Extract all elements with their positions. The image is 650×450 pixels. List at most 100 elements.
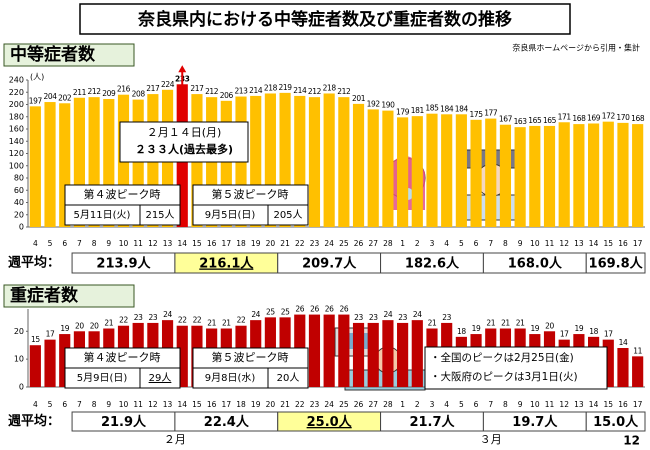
x-tick-label: 25 [339, 400, 349, 409]
weekly-average-value: 182.6人 [405, 256, 460, 272]
weekly-average-value: 169.8人 [589, 256, 644, 272]
bar [573, 124, 585, 227]
note: ・全国のピークは2月25日(金) [430, 351, 574, 364]
data-label: 202 [58, 93, 72, 102]
bar [44, 339, 56, 387]
bar [176, 325, 188, 387]
bar [602, 121, 614, 227]
y-tick-label: 20 [14, 327, 24, 336]
weekly-average-value: 168.0人 [508, 256, 563, 272]
x-tick-label: 19 [251, 239, 261, 248]
x-tick-label: 9 [106, 400, 111, 409]
x-tick-label: 3 [430, 400, 435, 409]
x-tick-label: 5 [48, 239, 53, 248]
x-tick-label: 8 [92, 239, 97, 248]
x-tick-label: 7 [77, 239, 82, 248]
bar [352, 322, 365, 387]
data-label: 219 [279, 83, 293, 92]
data-label: 24 [384, 310, 393, 319]
x-tick-label: 12 [148, 239, 158, 248]
x-tick-label: 2 [415, 400, 420, 409]
data-label: 22 [193, 316, 202, 325]
x-tick-label: 1 [400, 239, 405, 248]
bar [632, 356, 644, 387]
x-tick-label: 16 [207, 239, 217, 248]
data-label: 14 [619, 338, 628, 347]
bar [264, 93, 276, 227]
x-tick-label: 1 [400, 400, 405, 409]
data-label: 206 [220, 91, 234, 100]
data-label: 214 [249, 86, 263, 95]
weekly-average-label: 週平均： [8, 413, 60, 429]
bar [132, 99, 144, 227]
x-tick-label: 18 [236, 400, 246, 409]
x-tick-label: 4 [444, 400, 449, 409]
peak-box-title: 第５波ピーク時 [212, 187, 289, 201]
bar [426, 113, 438, 227]
data-label: 197 [29, 96, 43, 105]
data-label: 21 [486, 319, 495, 328]
x-tick-label: 14 [589, 239, 599, 248]
bar [543, 125, 556, 227]
weekly-average-value: 21.9人 [101, 414, 147, 430]
section-header: 重症者数 [10, 285, 79, 306]
x-tick-label: 17 [633, 239, 643, 248]
x-tick-label: 8 [92, 400, 97, 409]
data-label: 212 [308, 87, 322, 96]
data-label: 25 [266, 307, 275, 316]
x-tick-label: 10 [530, 239, 540, 248]
callout-box [119, 121, 249, 163]
data-label: 23 [398, 313, 407, 322]
x-tick-label: 25 [339, 239, 349, 248]
bar [382, 110, 394, 227]
data-label: 217 [190, 84, 204, 93]
data-label: 20 [545, 321, 554, 330]
data-label: 168 [631, 114, 645, 123]
data-label: 218 [323, 83, 337, 92]
data-label: 17 [560, 330, 569, 339]
bar [338, 97, 350, 228]
data-label: 26 [325, 305, 334, 314]
weekly-average-cell [585, 411, 646, 432]
bar [323, 314, 335, 387]
bar [250, 95, 262, 227]
data-label: 169 [587, 113, 601, 122]
bar [397, 117, 409, 227]
bar [59, 103, 71, 227]
y-tick-label: 20 [14, 210, 24, 219]
data-label: 21 [501, 319, 510, 328]
x-tick-label: 17 [222, 239, 232, 248]
section-header-bg [3, 284, 135, 308]
x-tick-label: 11 [133, 239, 143, 248]
bar [44, 102, 56, 227]
data-label: 177 [484, 109, 498, 118]
x-tick-label: 27 [368, 239, 378, 248]
data-label: 23 [134, 313, 143, 322]
weekly-average-value: 15.0人 [593, 414, 639, 430]
peak-box-title: 第５波ピーク時 [212, 350, 289, 364]
data-label: 21 [207, 319, 216, 328]
peak-box-date: 5月11日(火) [74, 209, 131, 221]
data-label: 214 [293, 86, 307, 95]
bar [411, 116, 423, 227]
peak-box-count: 20人 [277, 372, 300, 384]
bar [529, 125, 541, 227]
data-label: 184 [440, 104, 454, 113]
section-header-bg [3, 43, 135, 67]
peak-box-date: 9月5日(日) [205, 209, 256, 221]
x-tick-label: 6 [62, 239, 67, 248]
data-label: 24 [413, 310, 422, 319]
y-tick-label: 0 [19, 223, 24, 232]
x-tick-label: 23 [310, 400, 320, 409]
x-tick-label: 16 [618, 400, 628, 409]
x-tick-label: 8 [503, 400, 508, 409]
bar [338, 314, 350, 387]
x-tick-label: 12 [148, 400, 158, 409]
x-tick-label: 6 [62, 400, 67, 409]
x-tick-label: 4 [444, 239, 449, 248]
data-label: 184 [455, 104, 469, 113]
weekly-average-cell [585, 252, 646, 274]
data-label: 21 [104, 319, 113, 328]
x-tick-label: 10 [119, 400, 129, 409]
peak-box-date: 5月9日(日) [77, 372, 128, 384]
